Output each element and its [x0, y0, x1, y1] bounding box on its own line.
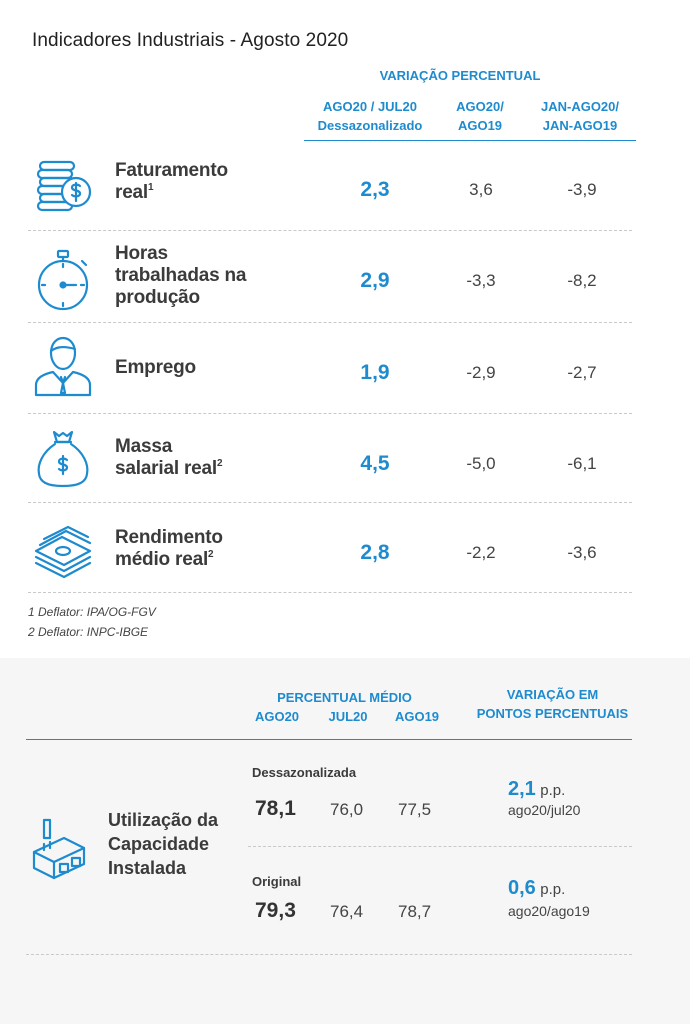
table-row-rendimento: Rendimento médio real2 2,8 -2,2 -3,6 [28, 503, 632, 593]
column-header-ago20-jul20: AGO20 / JUL20 Dessazonalizado [300, 97, 440, 135]
column-header-ago19: AGO19 [394, 709, 440, 724]
pp-value: 2,1 [508, 778, 536, 800]
row-label: Horas trabalhadas na produção [115, 243, 247, 309]
value-ago20: 78,1 [255, 797, 296, 820]
value-jan-ago: -8,2 [567, 271, 597, 290]
pp-reference: ago20/ago19 [508, 903, 590, 919]
table-row-emprego: Emprego 1,9 -2,9 -2,7 [28, 323, 632, 414]
label-line: Rendimento [115, 527, 223, 548]
column-header-line: AGO19 [457, 118, 503, 133]
header-divider [304, 140, 636, 141]
footnote-mark: 2 [216, 458, 223, 469]
value-ago20-ago19: 3,6 [469, 180, 493, 199]
value-ago20-ago19: -2,9 [466, 363, 496, 382]
column-header-line: AGO20 / JUL20 [323, 99, 417, 114]
value-ago19: 77,5 [398, 800, 432, 819]
value-jan-ago: -3,9 [567, 180, 597, 199]
capacity-header-divider [26, 739, 632, 740]
label-line: Massa [115, 436, 173, 457]
page-title: Indicadores Industriais - Agosto 2020 [32, 30, 349, 51]
table-row-massa-salarial: Massa salarial real2 4,5 -5,0 -6,1 [28, 414, 632, 503]
value-ago20: 79,3 [255, 899, 296, 922]
label-line: Horas [115, 243, 168, 264]
row-label: Faturamento real1 [115, 160, 228, 204]
label-line: trabalhadas na [115, 265, 247, 286]
value-ago20-ago19: -2,2 [466, 543, 496, 562]
value-ago20-jul20: 2,8 [360, 541, 390, 564]
stopwatch-icon [37, 249, 89, 311]
value-jan-ago: -6,1 [567, 454, 597, 473]
section-label-dessazonalizada: Dessazonalizada [252, 765, 357, 780]
column-header-jul20: JUL20 [328, 709, 368, 724]
label-line: Emprego [115, 357, 196, 378]
table-row-faturamento: Faturamento real1 2,3 3,6 -3,9 [28, 142, 632, 231]
worker-icon [34, 336, 92, 397]
value-ago20-ago19: -3,3 [466, 271, 496, 290]
row-label: Rendimento médio real2 [115, 527, 223, 571]
pp-reference: ago20/jul20 [508, 802, 581, 818]
factory-icon [32, 818, 86, 880]
section-label-original: Original [252, 874, 302, 889]
column-header-line: Dessazonalizado [317, 118, 423, 133]
footnote-mark: 2 [208, 549, 214, 560]
header-line: VARIAÇÃO EM [506, 687, 599, 702]
column-header-jan-ago: JAN-AGO20/ JAN-AGO19 [530, 97, 630, 135]
banknotes-icon [34, 525, 92, 579]
header-variacao-percentual: VARIAÇÃO PERCENTUAL [379, 68, 541, 83]
row-label: Massa salarial real2 [115, 436, 223, 480]
panel-bottom-divider [26, 954, 632, 955]
value-ago20-jul20: 2,3 [360, 178, 390, 201]
column-header-ago20: AGO20 [254, 709, 300, 724]
value-ago20-ago19: -5,0 [466, 454, 496, 473]
coins-icon [36, 160, 92, 212]
pp-variation: 2,1 p.p. [508, 778, 565, 801]
header-percentual-medio: PERCENTUAL MÉDIO [277, 690, 412, 705]
capacity-label: Utilização da Capacidade Instalada [108, 808, 218, 880]
pp-value: 0,6 [508, 877, 536, 899]
label-line: médio real [115, 549, 209, 570]
column-header-line: AGO20/ [456, 99, 504, 114]
row-label: Emprego [115, 357, 196, 379]
column-header-ago20-ago19: AGO20/ AGO19 [440, 97, 520, 135]
column-header-line: JAN-AGO20/ [540, 99, 620, 114]
column-header-line: JAN-AGO19 [542, 118, 618, 133]
label-line: produção [115, 287, 200, 308]
label-line: Utilização da [108, 810, 219, 830]
label-line: salarial real [115, 458, 217, 479]
footnote-1: 1 Deflator: IPA/OG-FGV [28, 605, 156, 619]
label-line: Instalada [108, 858, 187, 878]
label-line: Capacidade [108, 834, 210, 854]
value-jan-ago: -2,7 [567, 363, 597, 382]
value-jan-ago: -3,6 [567, 543, 597, 562]
pp-unit: p.p. [540, 881, 566, 898]
pp-unit: p.p. [540, 782, 566, 799]
table-row-horas: Horas trabalhadas na produção 2,9 -3,3 -… [28, 231, 632, 323]
label-line: Faturamento [115, 160, 228, 181]
header-line: PONTOS PERCENTUAIS [476, 706, 629, 721]
value-ago20-jul20: 1,9 [360, 361, 390, 384]
money-bag-icon [37, 430, 89, 488]
header-variacao-pontos: VARIAÇÃO EM PONTOS PERCENTUAIS [470, 685, 635, 723]
footnote-2: 2 Deflator: INPC-IBGE [28, 625, 149, 639]
value-jul20: 76,4 [330, 902, 364, 921]
footnote-mark: 1 [148, 182, 154, 193]
value-ago20-jul20: 2,9 [360, 269, 390, 292]
value-ago20-jul20: 4,5 [360, 452, 390, 475]
value-jul20: 76,0 [330, 800, 364, 819]
pp-variation: 0,6 p.p. [508, 877, 565, 900]
section-divider [248, 846, 632, 847]
capacity-panel [0, 658, 690, 1024]
label-line: real [115, 182, 149, 203]
value-ago19: 78,7 [398, 902, 432, 921]
